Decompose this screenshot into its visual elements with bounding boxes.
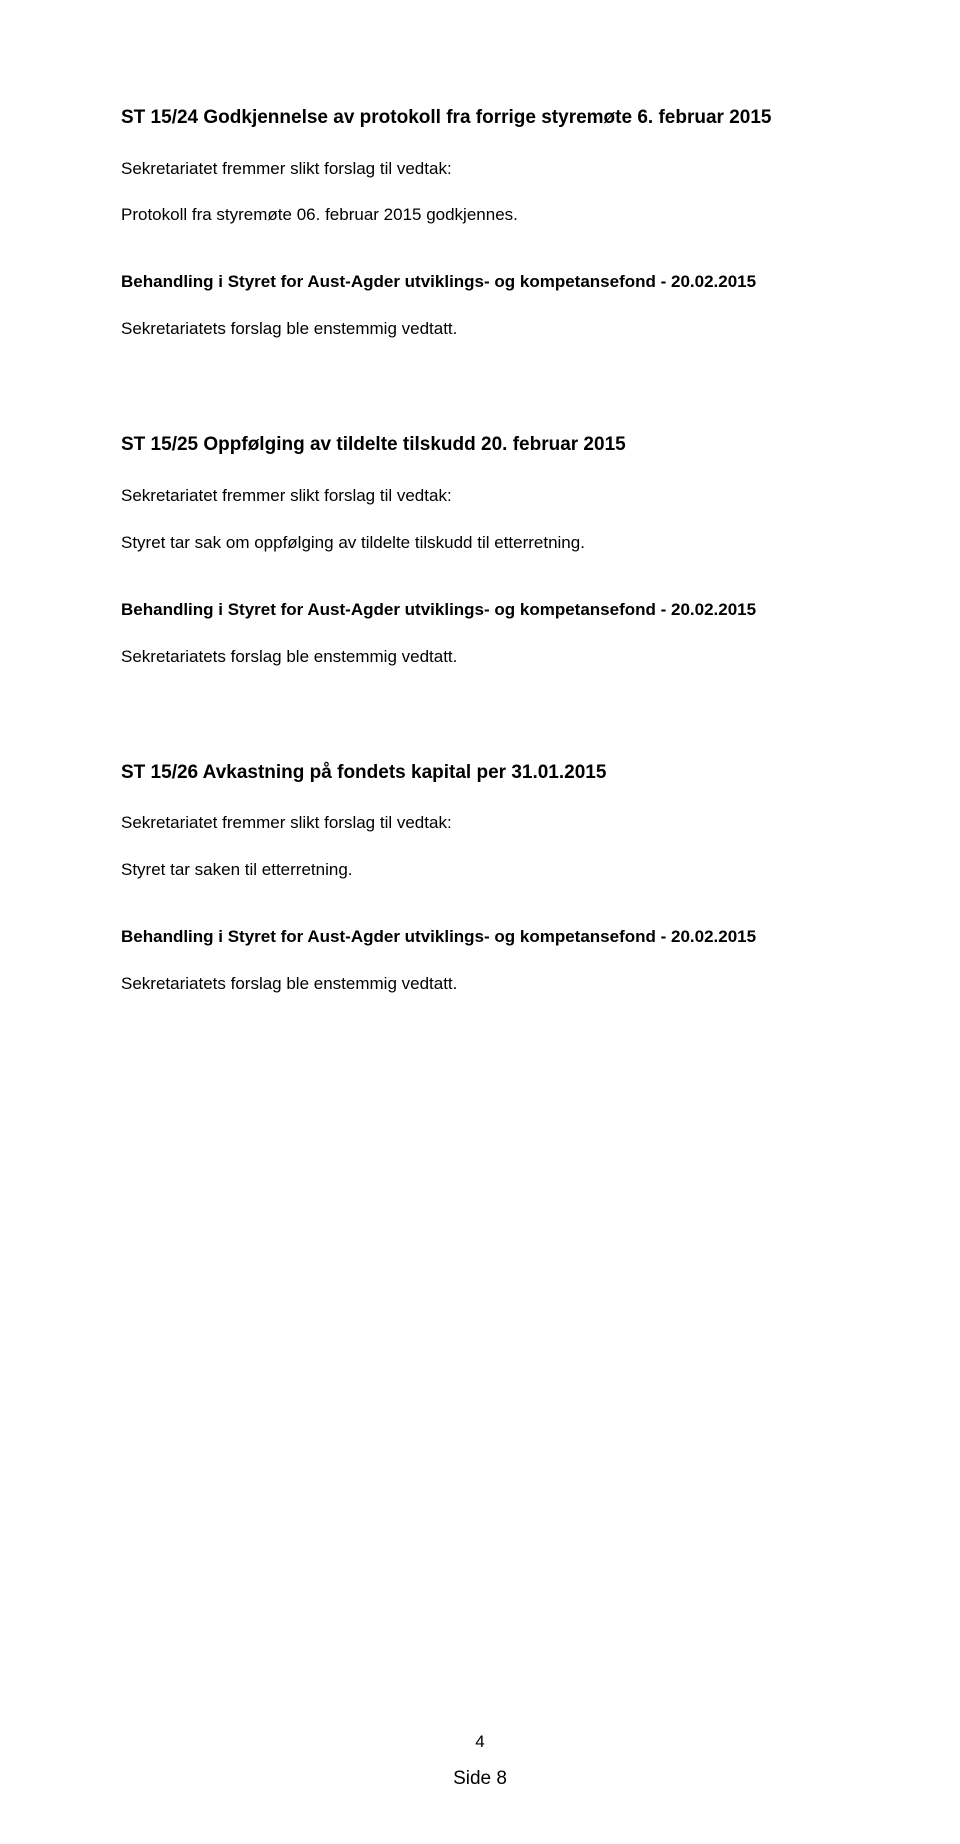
subsection-paragraph: Sekretariatets forslag ble enstemmig ved… [121,973,840,996]
section-paragraph: Sekretariatet fremmer slikt forslag til … [121,812,840,835]
subsection-paragraph: Sekretariatets forslag ble enstemmig ved… [121,318,840,341]
section-paragraph: Styret tar saken til etterretning. [121,859,840,882]
subsection-paragraph: Sekretariatets forslag ble enstemmig ved… [121,646,840,669]
subsection-heading: Behandling i Styret for Aust-Agder utvik… [121,271,840,294]
section-paragraph: Sekretariatet fremmer slikt forslag til … [121,158,840,181]
footer-page-number: 4 [0,1732,960,1752]
footer-side-label: Side 8 [0,1768,960,1790]
section-paragraph: Sekretariatet fremmer slikt forslag til … [121,485,840,508]
document-body: ST 15/24 Godkjennelse av protokoll fra f… [121,104,840,996]
section-heading: ST 15/24 Godkjennelse av protokoll fra f… [121,104,840,132]
subsection-heading: Behandling i Styret for Aust-Agder utvik… [121,926,840,949]
subsection-heading: Behandling i Styret for Aust-Agder utvik… [121,599,840,622]
section-paragraph: Styret tar sak om oppfølging av tildelte… [121,532,840,555]
section-paragraph: Protokoll fra styremøte 06. februar 2015… [121,204,840,227]
section-heading: ST 15/25 Oppfølging av tildelte tilskudd… [121,431,840,459]
section-heading: ST 15/26 Avkastning på fondets kapital p… [121,759,840,787]
